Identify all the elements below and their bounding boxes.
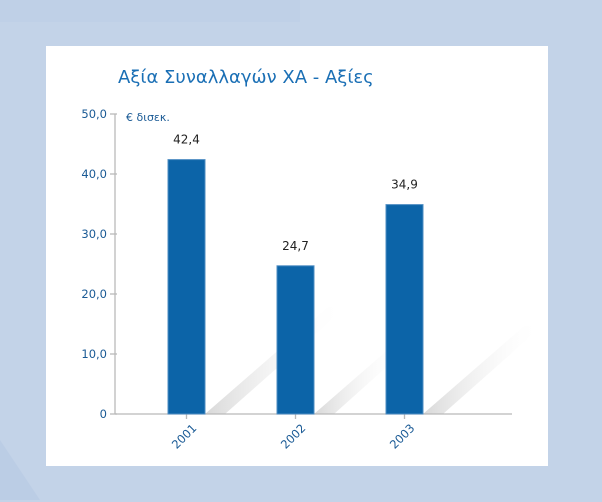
data-label-2003: 34,9 xyxy=(391,178,418,192)
y-tick-label: 10,0 xyxy=(81,347,107,361)
unit-label: € δισεκ. xyxy=(126,111,170,124)
y-tick-label: 50,0 xyxy=(81,107,107,121)
y-axis: 0 10,0 20,0 30,0 40,0 50,0 xyxy=(81,107,117,421)
x-axis xyxy=(115,413,512,419)
y-tick-label: 40,0 xyxy=(81,167,107,181)
y-tick-label: 30,0 xyxy=(81,227,107,241)
data-label-2001: 42,4 xyxy=(173,133,200,147)
y-tick-label: 0 xyxy=(100,407,107,421)
y-tick-label: 20,0 xyxy=(81,287,107,301)
bar-shadows xyxy=(205,307,543,414)
category-label-2002: 2002 xyxy=(278,421,309,452)
category-label-2003: 2003 xyxy=(387,421,418,452)
chart-panel: Αξία Συναλλαγών ΧΑ - Αξίες € δισεκ. 0 10,… xyxy=(46,46,548,466)
bars xyxy=(167,159,424,415)
bar-chart: Αξία Συναλλαγών ΧΑ - Αξίες € δισεκ. 0 10,… xyxy=(81,67,543,452)
chart-title: Αξία Συναλλαγών ΧΑ - Αξίες xyxy=(118,67,374,88)
bar-2002 xyxy=(276,265,315,415)
bar-shadow xyxy=(423,326,543,414)
data-labels: 42,4 24,7 34,9 xyxy=(173,133,418,253)
bar-shadow xyxy=(314,351,404,414)
category-label-2001: 2001 xyxy=(169,421,200,452)
data-label-2002: 24,7 xyxy=(282,239,309,253)
bar-2003 xyxy=(385,204,424,415)
category-labels: 2001 2002 2003 xyxy=(169,421,418,452)
bar-2001 xyxy=(167,159,206,415)
bar-shadow xyxy=(205,307,346,414)
